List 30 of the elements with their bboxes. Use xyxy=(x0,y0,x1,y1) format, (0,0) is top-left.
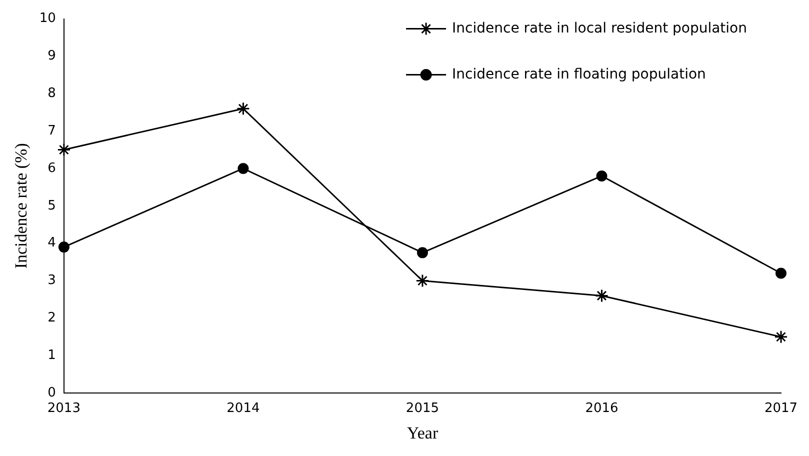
point xyxy=(594,288,608,302)
y-tick-label: 10 xyxy=(39,11,56,26)
y-tick-label: 1 xyxy=(48,348,56,363)
x-tick-label: 2015 xyxy=(406,401,440,416)
point xyxy=(774,330,788,344)
y-tick-label: 6 xyxy=(48,160,56,176)
x-axis-title: Year xyxy=(406,423,438,442)
point xyxy=(236,102,250,116)
point xyxy=(57,143,71,157)
point xyxy=(776,268,786,279)
y-tick-label: 8 xyxy=(48,86,56,102)
point xyxy=(416,274,430,288)
y-tick-label: 2 xyxy=(48,310,56,326)
legend-label: Incidence rate in floating population xyxy=(452,66,706,82)
y-tick-label: 7 xyxy=(48,123,56,138)
x-tick-label: 2014 xyxy=(226,401,260,416)
point xyxy=(238,162,249,174)
point xyxy=(596,170,608,182)
y-tick-label: 3 xyxy=(48,273,56,288)
x-tick-label: 2013 xyxy=(47,401,80,416)
y-tick-label: 9 xyxy=(48,48,56,64)
y-tick-label: 5 xyxy=(48,198,56,214)
point xyxy=(58,242,70,253)
x-tick-label: 2016 xyxy=(585,401,618,416)
point xyxy=(416,247,428,258)
y-tick-label: 0 xyxy=(48,385,56,400)
y-tick-label: 4 xyxy=(48,236,56,251)
legend-label: Incidence rate in local resident population xyxy=(452,20,748,36)
y-axis-title: Incidence rate (%) xyxy=(12,143,31,269)
x-tick-label: 2017 xyxy=(764,401,798,416)
